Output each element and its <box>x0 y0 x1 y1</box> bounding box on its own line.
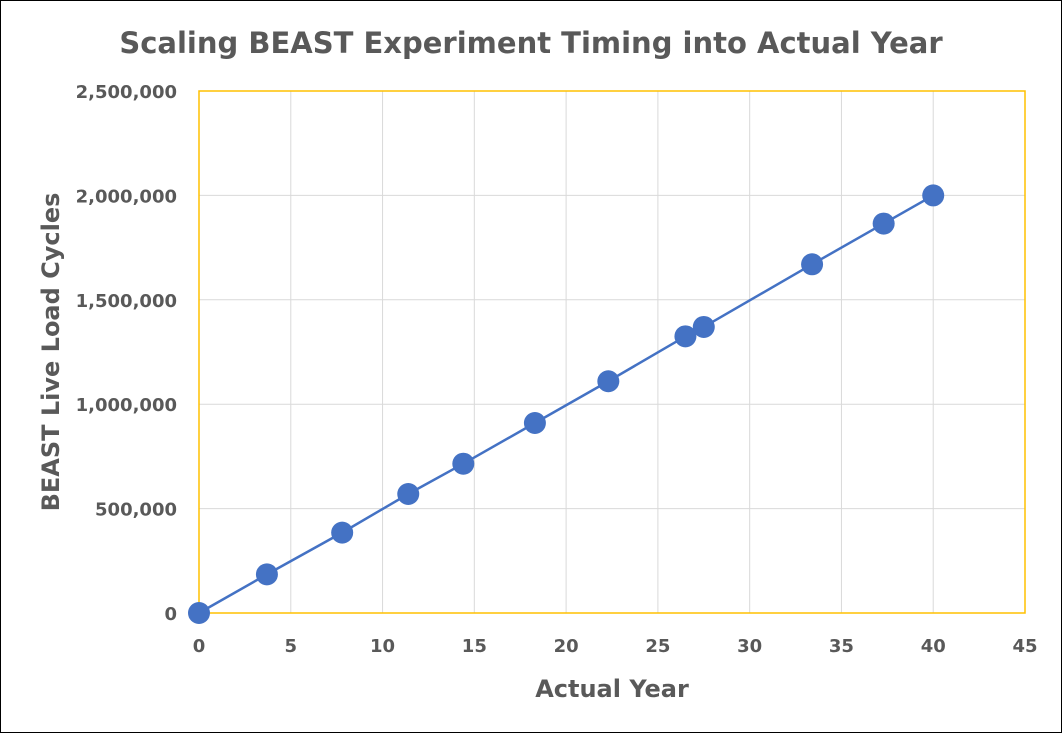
data-point <box>674 325 697 348</box>
x-tick-label: 15 <box>462 636 487 657</box>
data-point <box>397 482 420 505</box>
data-point <box>331 521 354 544</box>
series-line <box>198 194 934 615</box>
y-tick-label: 500,000 <box>95 500 177 521</box>
x-tick-label: 45 <box>1012 636 1037 657</box>
y-axis-title: BEAST Live Load Cycles <box>37 193 65 512</box>
y-tick-label: 2,000,000 <box>76 186 177 207</box>
plot-area-border <box>198 90 1026 614</box>
y-tick-label: 0 <box>164 604 177 625</box>
y-tick-label: 2,500,000 <box>76 82 177 103</box>
x-tick-label: 5 <box>285 636 298 657</box>
data-point <box>255 563 278 586</box>
x-axis-title: Actual Year <box>535 675 689 703</box>
x-tick-label: 10 <box>370 636 395 657</box>
grid-layer <box>199 91 1025 613</box>
data-point <box>452 452 475 475</box>
x-tick-label: 30 <box>737 636 762 657</box>
data-point <box>922 184 945 207</box>
chart-title: Scaling BEAST Experiment Timing into Act… <box>119 26 943 60</box>
x-tick-label: 25 <box>645 636 670 657</box>
x-tick-label: 0 <box>193 636 206 657</box>
y-tick-label: 1,000,000 <box>76 395 177 416</box>
x-tick-label: 35 <box>829 636 854 657</box>
x-tick-label: 40 <box>921 636 946 657</box>
data-point <box>872 212 895 235</box>
data-point <box>597 370 620 393</box>
y-tick-label: 1,500,000 <box>76 291 177 312</box>
y-axis-ticks: 0 500,000 1,000,000 1,500,000 2,000,000 2,500… <box>76 82 177 625</box>
data-point <box>523 411 546 434</box>
x-axis-ticks: 0 5 10 15 20 25 30 35 40 45 <box>193 636 1038 657</box>
data-point <box>801 253 824 276</box>
x-tick-label: 20 <box>554 636 579 657</box>
series-layer <box>188 184 945 624</box>
data-point <box>188 602 210 624</box>
data-point <box>692 315 715 338</box>
